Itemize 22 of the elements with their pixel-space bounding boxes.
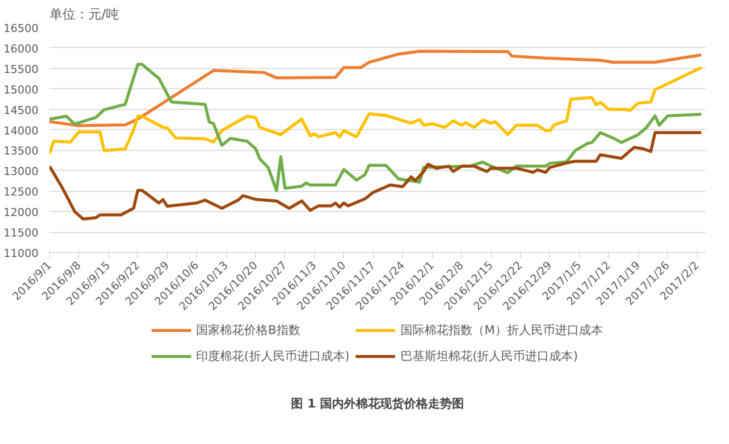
legend-label: 印度棉花(折人民币进口成本) (196, 348, 350, 364)
line-series (50, 50, 703, 128)
y-tick-label: 15000 (4, 83, 39, 96)
y-tick-label: 12000 (4, 206, 39, 220)
legend-label: 国际棉花指数（M）折人民币进口成本 (400, 322, 603, 338)
y-tick-label: 14500 (4, 104, 39, 117)
legend-label: 巴基斯坦棉花(折人民币进口成本) (400, 348, 578, 364)
y-tick-label: 12500 (4, 186, 39, 199)
legend-label: 国家棉花价格B指数 (196, 322, 300, 338)
y-tick-label: 13000 (4, 165, 39, 178)
line-series (50, 131, 703, 220)
line-series (50, 62, 703, 192)
y-tick-label: 11000 (4, 247, 39, 260)
y-tick-label: 14000 (4, 124, 39, 138)
y-tick-label: 15500 (4, 62, 39, 76)
text: 单位：元/吨 (50, 8, 119, 22)
y-tick-label: 11500 (4, 226, 39, 240)
y-tick-label: 13500 (4, 144, 39, 158)
line-series (50, 66, 703, 155)
y-tick-label: 16000 (4, 42, 39, 56)
text: 图 1 国内外棉花现货价格走势图 (291, 396, 464, 410)
y-tick-label: 16500 (4, 22, 39, 35)
